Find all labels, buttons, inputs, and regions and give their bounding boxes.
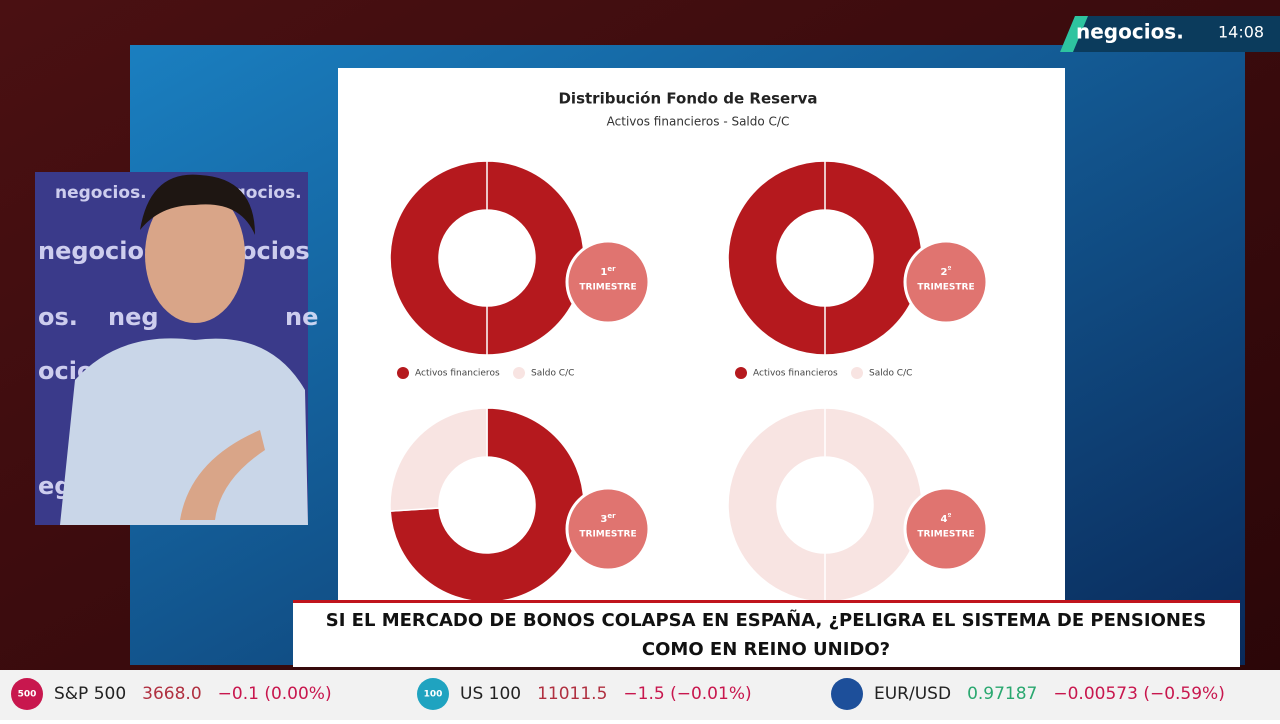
legend-swatch (851, 367, 863, 379)
wall-text: ne (285, 303, 318, 331)
donut-slice (727, 160, 923, 356)
quarter-number-suffix: er (607, 512, 616, 520)
headline-line: COMO EN REINO UNIDO? (642, 639, 890, 660)
quarter-number-digit: 3 (600, 514, 607, 525)
quarter-number: 1er (600, 265, 616, 278)
legend-swatch (735, 367, 747, 379)
presenter-shirt (60, 338, 308, 525)
ticker-icon (831, 678, 863, 710)
quarter-number-digit: 4 (941, 514, 948, 525)
legend-label: Activos financieros (415, 369, 500, 379)
wall-text: negocios. (55, 183, 147, 203)
legend-label: Saldo C/C (531, 369, 574, 379)
chart-subtitle: Activos financieros - Saldo C/C (607, 115, 790, 129)
quarter-text: TRIMESTRE (579, 530, 636, 540)
ticker-price: 3668.0 (142, 684, 201, 704)
wall-text: negocios (38, 237, 158, 265)
presenter-hair (140, 174, 255, 235)
quarter-badge (565, 239, 651, 325)
quarter-text: TRIMESTRE (917, 283, 974, 293)
ticker-bar (0, 670, 1280, 720)
quarter-number-suffix: º (948, 265, 952, 273)
clock: 14:08 (1218, 23, 1264, 42)
legend-swatch (513, 367, 525, 379)
ticker-name: S&P 500 (54, 684, 126, 704)
legend-label: Saldo C/C (869, 369, 912, 379)
legend-label: Activos financieros (753, 369, 838, 379)
wall-text: ocios (240, 237, 310, 265)
quarter-number: 2º (941, 265, 952, 278)
donut-slice (389, 407, 488, 512)
ticker-icon (417, 678, 449, 710)
quarter-text: TRIMESTRE (579, 283, 636, 293)
donut-slice (389, 407, 585, 603)
logo-box (1060, 16, 1280, 52)
donut-slice (727, 407, 923, 603)
quarter-number: 4º (941, 512, 952, 525)
quarter-number-suffix: º (948, 512, 952, 520)
logo-accent (1060, 16, 1088, 52)
presenter (60, 174, 308, 525)
presenter-hand (180, 430, 265, 520)
chart-title: Distribución Fondo de Reserva (558, 90, 817, 108)
quarter-badge (903, 239, 989, 325)
ticker-change: −1.5 (−0.01%) (623, 684, 751, 704)
ticker-icon-label: 100 (424, 690, 443, 700)
quarter-badge (565, 486, 651, 572)
presenter-face (145, 187, 245, 323)
ticker-change: −0.1 (0.00%) (218, 684, 332, 704)
donut-slice (389, 160, 585, 356)
ticker-price: 11011.5 (537, 684, 607, 704)
headline-rule (293, 600, 1240, 603)
wall-text: os. (38, 303, 78, 331)
quarter-text: TRIMESTRE (917, 530, 974, 540)
ticker: 500 S&P 500 3668.0 −0.1 (0.00%) 100 US 100 110… (11, 678, 1225, 710)
ticker-name: EUR/USD (874, 684, 951, 704)
ticker-price: 0.97187 (967, 684, 1037, 704)
quarter-number: 3er (600, 512, 616, 525)
ticker-name: US 100 (460, 684, 521, 704)
headline-box (293, 600, 1240, 667)
ticker-icon-label: 500 (18, 690, 37, 700)
headline-line: SI EL MERCADO DE BONOS COLAPSA EN ESPAÑA… (326, 608, 1206, 631)
channel-logo: negocios. (1076, 20, 1184, 44)
quarter-number-digit: 1 (600, 267, 607, 278)
wall-text: neg (108, 303, 159, 331)
legend-swatch (397, 367, 409, 379)
ticker-change: −0.00573 (−0.59%) (1053, 684, 1224, 704)
quarter-badge (903, 486, 989, 572)
quarter-number-suffix: er (607, 265, 616, 273)
ticker-icon (11, 678, 43, 710)
quarter-number-digit: 2 (941, 267, 948, 278)
